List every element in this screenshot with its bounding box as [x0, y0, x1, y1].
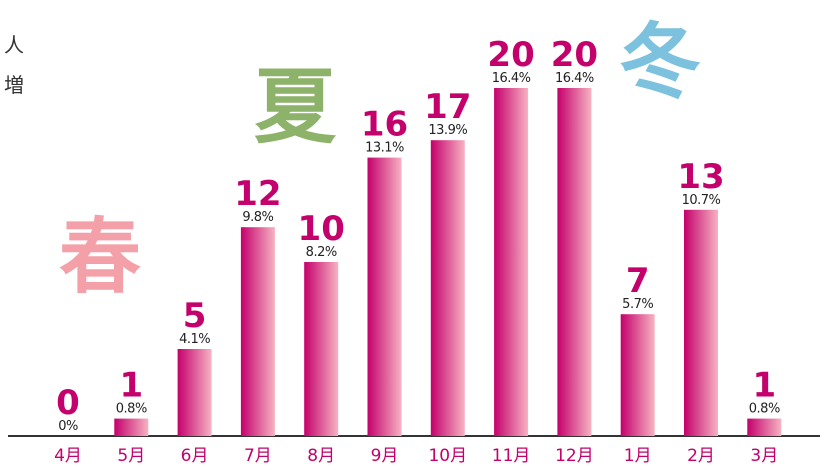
x-tick-label: 5月 — [117, 446, 145, 466]
annotation: 人 — [4, 33, 24, 57]
bar — [114, 418, 149, 436]
share-label: 10.7% — [682, 193, 721, 208]
x-tick-label: 7月 — [244, 446, 272, 466]
x-tick-label: 9月 — [371, 446, 399, 466]
x-tick-label: 4月 — [54, 446, 82, 466]
share-label: 13.9% — [428, 123, 467, 138]
share-label: 0% — [58, 419, 78, 434]
count-label: 13 — [677, 157, 724, 197]
bar — [684, 209, 718, 436]
share-label: 0.8% — [749, 402, 780, 417]
x-tick-label: 10月 — [428, 446, 467, 466]
count-label: 5 — [183, 296, 207, 336]
share-label: 0.8% — [116, 402, 147, 417]
x-tick-label: 6月 — [181, 446, 209, 466]
bar — [557, 88, 592, 436]
share-label: 8.2% — [306, 245, 337, 260]
annotation: 夏 — [254, 60, 337, 155]
count-label: 16 — [361, 105, 408, 145]
share-label: 5.7% — [622, 297, 653, 312]
x-tick-label: 8月 — [307, 446, 335, 466]
count-label: 1 — [752, 366, 776, 406]
x-tick-label: 3月 — [750, 446, 778, 466]
x-tick-label: 2月 — [687, 446, 715, 466]
bar — [304, 262, 339, 436]
share-label: 16.4% — [555, 71, 594, 86]
annotation: 春 — [59, 210, 141, 305]
bar — [367, 157, 402, 436]
count-label: 1 — [119, 366, 143, 406]
annotation: 冬 — [619, 15, 701, 110]
count-label: 12 — [234, 174, 281, 214]
count-label: 20 — [551, 35, 598, 75]
share-label: 4.1% — [179, 332, 210, 347]
count-label: 17 — [424, 87, 471, 127]
x-tick-label: 11月 — [492, 446, 531, 466]
count-label: 10 — [298, 209, 345, 249]
count-label: 20 — [487, 35, 534, 75]
bar — [620, 314, 655, 436]
bar — [240, 227, 275, 436]
x-tick-label: 1月 — [624, 446, 652, 466]
bar — [430, 140, 465, 436]
bar — [747, 418, 782, 436]
share-label: 16.4% — [492, 71, 531, 86]
bar — [494, 88, 529, 436]
share-label: 9.8% — [242, 210, 273, 225]
count-label: 7 — [626, 261, 650, 301]
count-label: 0 — [56, 383, 80, 423]
bar — [177, 349, 212, 436]
annotation: 増 — [4, 73, 24, 97]
x-tick-label: 12月 — [555, 446, 594, 466]
share-label: 13.1% — [365, 141, 404, 156]
